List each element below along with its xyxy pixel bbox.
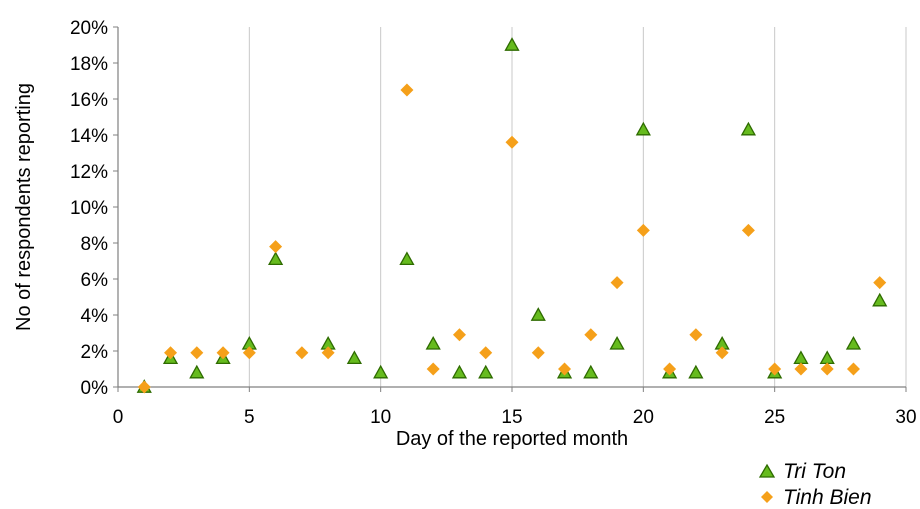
point-tinh-bien [137, 380, 151, 394]
point-tinh-bien [846, 362, 860, 376]
point-tinh-bien [190, 346, 204, 360]
x-tick-label: 20 [633, 407, 654, 428]
legend-marker-diamond [761, 491, 773, 503]
point-tri-ton [267, 251, 284, 266]
point-tinh-bien [689, 328, 703, 342]
y-axis-title: No of respondents reporting [13, 83, 35, 331]
point-tinh-bien [584, 328, 598, 342]
tick-labels: 0% 2% 4% 6% 8% 10% 12% 14% 16% 18% 20% 0 5 10 15 20 25 30 [70, 18, 917, 428]
point-tinh-bien [269, 240, 283, 254]
x-tick-label: 15 [501, 407, 522, 428]
point-tinh-bien [216, 346, 230, 360]
y-tick-label: 4% [81, 306, 109, 327]
y-tick-label: 2% [81, 342, 109, 363]
y-tick-label: 14% [70, 126, 108, 147]
legend-marker-triangle [758, 463, 776, 478]
y-tick-label: 12% [70, 162, 108, 183]
point-tri-ton [399, 251, 415, 266]
point-tinh-bien [400, 83, 414, 97]
y-tick-label: 10% [70, 198, 108, 219]
x-tick-label: 25 [764, 407, 785, 428]
gridlines [248, 27, 907, 387]
point-tri-ton [819, 350, 835, 365]
point-tri-ton [845, 335, 862, 350]
legend-label-tinh-bien: Tinh Bien [783, 486, 872, 509]
point-tinh-bien [242, 346, 256, 360]
y-tick-label: 16% [70, 90, 108, 111]
point-tinh-bien [820, 362, 834, 376]
point-tri-ton [635, 121, 651, 136]
point-tinh-bien [295, 346, 309, 360]
point-tri-ton [688, 364, 704, 379]
legend-label-tri-ton: Tri Ton [783, 460, 846, 483]
point-tinh-bien [321, 346, 335, 360]
point-tinh-bien [636, 223, 650, 237]
point-tri-ton [373, 364, 389, 379]
point-tinh-bien [426, 362, 440, 376]
x-tick-label: 10 [370, 407, 391, 428]
point-tri-ton [872, 292, 888, 307]
point-tinh-bien [873, 276, 887, 290]
point-tri-ton [740, 121, 757, 136]
x-tick-label: 30 [895, 407, 916, 428]
point-tri-ton [583, 364, 599, 379]
point-tri-ton [609, 335, 625, 350]
point-tri-ton [425, 335, 441, 350]
x-tick-label: 5 [244, 407, 255, 428]
point-tinh-bien [741, 223, 755, 237]
point-tri-ton [451, 364, 468, 379]
point-tri-ton [189, 364, 205, 379]
point-tinh-bien [768, 362, 782, 376]
point-tinh-bien [479, 346, 493, 360]
point-tinh-bien [794, 362, 808, 376]
point-tri-ton [478, 364, 494, 379]
axes [113, 26, 907, 392]
y-tick-label: 8% [81, 234, 109, 255]
legend-item-tinh-bien: Tinh Bien [761, 486, 872, 509]
point-tinh-bien [610, 276, 624, 290]
series-tinh-bien [137, 83, 887, 394]
y-tick-label: 20% [70, 18, 108, 39]
point-tri-ton [504, 37, 520, 51]
point-tri-ton [346, 350, 363, 365]
data-points [136, 37, 888, 394]
y-tick-label: 18% [70, 54, 108, 75]
point-tinh-bien [164, 346, 178, 360]
point-tinh-bien [558, 362, 572, 376]
y-tick-label: 6% [81, 270, 109, 291]
point-tinh-bien [663, 362, 677, 376]
point-tinh-bien [505, 135, 519, 149]
legend-item-tri-ton: Tri Ton [758, 460, 846, 483]
point-tinh-bien [715, 346, 729, 360]
point-tinh-bien [531, 346, 545, 360]
point-tinh-bien [452, 328, 466, 342]
y-tick-label: 0% [81, 378, 109, 399]
legend: Tri Ton Tinh Bien [758, 460, 872, 509]
point-tri-ton [793, 350, 809, 365]
x-tick-label: 0 [113, 407, 124, 428]
x-axis-title: Day of the reported month [396, 428, 628, 450]
point-tri-ton [530, 307, 546, 321]
